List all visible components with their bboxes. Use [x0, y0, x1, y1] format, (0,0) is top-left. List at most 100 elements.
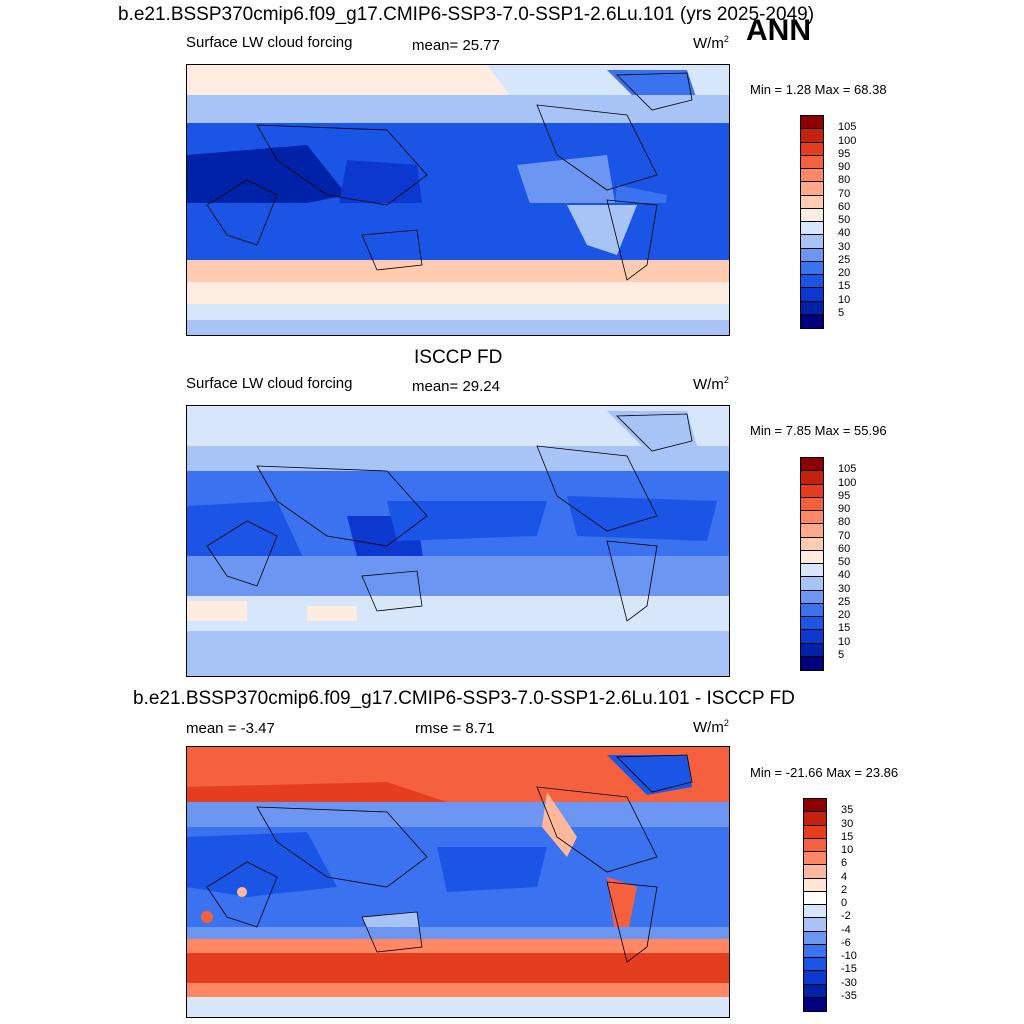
colorbar-level-label: 30	[838, 582, 851, 595]
colorbar-swatch	[801, 235, 823, 249]
colorbar-swatch	[801, 630, 823, 644]
colorbar-swatch	[804, 944, 826, 958]
panel1-mean: mean= 25.77	[412, 37, 500, 54]
colorbar-level-label: 4	[841, 870, 848, 883]
colorbar-swatch	[801, 288, 823, 302]
colorbar-swatch	[801, 617, 823, 631]
panel1-minmax: Min = 1.28 Max = 68.38	[750, 82, 887, 97]
colorbar-swatch	[801, 142, 823, 156]
colorbar-swatch	[801, 603, 823, 617]
colorbar-swatch	[801, 222, 823, 236]
season-label: ANN	[746, 14, 811, 47]
colorbar-swatch	[801, 169, 823, 183]
panel2-map-svg	[187, 406, 729, 676]
colorbar-level-label: 90	[838, 161, 851, 173]
colorbar-swatch	[801, 182, 823, 196]
panel3-heading: b.e21.BSSP370cmip6.f09_g17.CMIP6-SSP3-7.…	[133, 688, 795, 709]
colorbar-swatch	[804, 891, 826, 905]
colorbar-level-label: 30	[841, 817, 854, 830]
colorbar-swatch	[801, 275, 823, 289]
colorbar-level-label: 5	[838, 648, 845, 661]
colorbar-level-label: -10	[841, 950, 857, 962]
colorbar-swatch	[801, 511, 823, 525]
panel3-minmax: Min = -21.66 Max = 23.86	[750, 765, 899, 780]
colorbar-swatch	[801, 129, 823, 143]
colorbar-swatch	[801, 577, 823, 591]
colorbar-swatch	[801, 550, 823, 564]
colorbar-level-label: 40	[838, 227, 851, 240]
colorbar-swatch	[804, 905, 826, 919]
colorbar-level-label: 70	[838, 529, 851, 542]
colorbar-level-label: 25	[838, 253, 851, 266]
colorbar-swatch	[801, 458, 823, 472]
colorbar-swatch	[801, 155, 823, 169]
panel2-map	[186, 405, 730, 677]
colorbar-level-label: 80	[838, 516, 851, 529]
colorbar-level-label: 50	[838, 556, 851, 568]
panel3-colorbar	[803, 798, 827, 1012]
colorbar-swatch	[804, 958, 826, 972]
panel3-map-svg	[187, 747, 729, 1017]
panel2-mean: mean= 29.24	[412, 378, 500, 395]
panel2-units: W/m2	[693, 375, 729, 393]
panel3-mean: mean = -3.47	[186, 720, 275, 737]
panel1-colorbar	[800, 115, 824, 329]
colorbar-level-label: -15	[841, 963, 857, 976]
colorbar-level-label: 15	[838, 280, 851, 293]
panel1-units: W/m2	[693, 34, 729, 52]
colorbar-level-label: 40	[838, 569, 851, 582]
colorbar-level-label: 60	[838, 542, 851, 555]
colorbar-level-label: 35	[841, 804, 854, 817]
colorbar-swatch	[804, 838, 826, 852]
colorbar-swatch	[801, 301, 823, 315]
colorbar-level-label: -2	[841, 910, 851, 923]
panel2-variable: Surface LW cloud forcing	[186, 375, 353, 392]
colorbar-swatch	[801, 537, 823, 551]
colorbar-swatch	[804, 825, 826, 839]
colorbar-level-label: 90	[838, 503, 851, 515]
panel2-heading: ISCCP FD	[414, 347, 503, 368]
colorbar-level-label: 15	[838, 622, 851, 635]
colorbar-level-label: 100	[838, 134, 857, 147]
colorbar-swatch	[804, 852, 826, 866]
colorbar-swatch	[801, 590, 823, 604]
colorbar-swatch	[804, 931, 826, 945]
colorbar-swatch	[804, 971, 826, 985]
colorbar-swatch	[801, 248, 823, 262]
colorbar-level-label: 25	[838, 595, 851, 608]
colorbar-swatch	[804, 984, 826, 998]
colorbar-swatch	[804, 865, 826, 879]
colorbar-level-label: 0	[841, 897, 848, 909]
colorbar-level-label: 60	[838, 200, 851, 213]
colorbar-level-label: -4	[841, 923, 851, 936]
colorbar-level-label: 15	[841, 830, 854, 843]
colorbar-level-label: 95	[838, 489, 851, 502]
colorbar-swatch	[804, 878, 826, 892]
panel2-minmax: Min = 7.85 Max = 55.96	[750, 423, 887, 438]
panel3-rmse: rmse = 8.71	[415, 720, 495, 737]
colorbar-level-label: 2	[841, 883, 848, 896]
colorbar-level-label: 105	[838, 463, 857, 476]
colorbar-level-label: -6	[841, 936, 851, 949]
colorbar-swatch	[801, 656, 823, 670]
colorbar-level-label: 20	[838, 267, 851, 279]
colorbar-level-label: 100	[838, 476, 857, 489]
colorbar-level-label: 70	[838, 187, 851, 200]
colorbar-level-label: -30	[841, 976, 857, 989]
colorbar-swatch	[804, 997, 826, 1011]
colorbar-level-label: 105	[838, 121, 857, 134]
colorbar-swatch	[801, 524, 823, 538]
colorbar-swatch	[801, 643, 823, 657]
colorbar-level-label: 10	[838, 293, 851, 306]
colorbar-swatch	[801, 564, 823, 578]
colorbar-swatch	[804, 799, 826, 813]
colorbar-swatch	[801, 195, 823, 209]
panel1-map-svg	[187, 65, 729, 335]
colorbar-swatch	[801, 471, 823, 485]
colorbar-swatch	[804, 918, 826, 932]
panel1-variable: Surface LW cloud forcing	[186, 34, 353, 51]
panel3-units: W/m2	[693, 718, 729, 736]
panel2-colorbar	[800, 457, 824, 671]
colorbar-level-label: -35	[841, 989, 857, 1002]
colorbar-level-label: 5	[838, 306, 845, 319]
